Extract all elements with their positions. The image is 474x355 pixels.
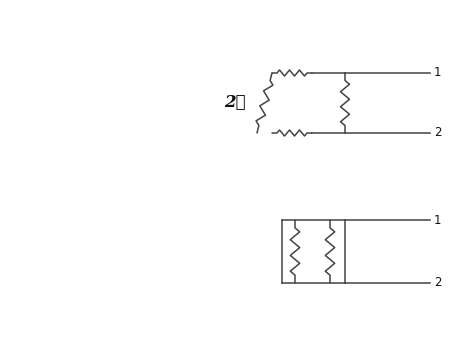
Text: 2ℓ: 2ℓ (224, 94, 246, 111)
Text: 1: 1 (434, 66, 441, 80)
Text: 2: 2 (434, 277, 441, 289)
Text: 2: 2 (434, 126, 441, 140)
Text: 1: 1 (434, 213, 441, 226)
